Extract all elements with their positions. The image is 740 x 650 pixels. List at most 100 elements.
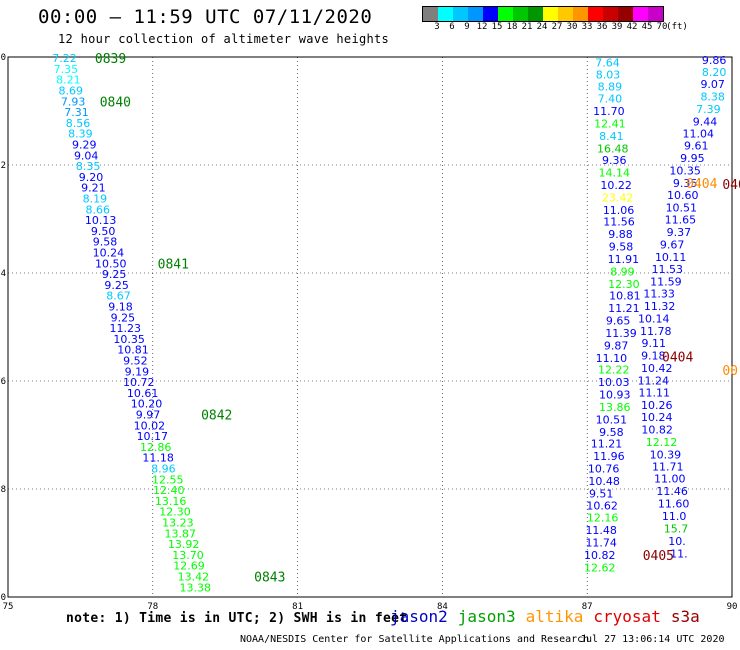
wave-height-point: 9.21 [81, 182, 106, 195]
wave-height-point: 9.87 [604, 339, 629, 352]
grid-layer [8, 57, 732, 597]
wave-height-point: 10.60 [667, 189, 699, 202]
wave-height-point: 10.61 [127, 387, 159, 400]
wave-height-point: 10.51 [596, 413, 628, 426]
wave-height-point: 10.76 [588, 462, 620, 475]
data-points-layer: 7.227.358.218.697.937.318.568.399.299.04… [52, 52, 726, 594]
y-tick-label: 0 [1, 53, 6, 63]
x-tick-label: 81 [292, 602, 303, 612]
wave-height-point: 9.86 [702, 54, 727, 67]
wave-height-point: 10.26 [641, 399, 673, 412]
color-scale-label: 3 [434, 22, 440, 32]
wave-height-point: 13.87 [165, 527, 197, 540]
wave-height-point: 8.96 [151, 462, 176, 475]
wave-height-point: 11.56 [603, 216, 635, 229]
color-swatch [498, 7, 513, 21]
wave-height-point: 11.24 [638, 374, 670, 387]
wave-height-point: 11.21 [608, 302, 640, 315]
wave-height-point: 13.70 [172, 549, 204, 562]
color-swatch [513, 7, 528, 21]
wave-height-point: 9.20 [79, 171, 104, 184]
color-scale-label: 42 [626, 22, 638, 32]
wave-height-point: 9.36 [602, 154, 627, 167]
legend-item-s3a: s3a [670, 607, 700, 626]
pass-labels-layer: 0839 0840 0841 0842 0843 0404 0404 0405 040 00 [95, 52, 740, 585]
wave-height-point: 15.7 [664, 522, 689, 535]
wave-height-point: 9.58 [599, 426, 624, 439]
wave-height-point: 7.39 [696, 103, 721, 116]
x-tick-label: 87 [582, 602, 593, 612]
wave-height-point: 11.59 [650, 276, 682, 289]
color-scale-label: 27 [551, 22, 563, 32]
wave-height-point: 8.67 [106, 290, 131, 303]
wave-height-point: 12.30 [159, 506, 191, 519]
wave-height-point: 12.86 [140, 441, 172, 454]
wave-height-point: 9.18 [108, 300, 133, 313]
x-tick-label: 78 [147, 602, 158, 612]
wave-height-point: 11.53 [652, 263, 684, 276]
wave-height-point: 13.38 [180, 581, 212, 594]
wave-height-point: 9.35 [673, 177, 698, 190]
wave-height-point: 11.91 [608, 253, 640, 266]
wave-height-point: 11.06 [603, 204, 635, 217]
color-swatch [528, 7, 543, 21]
legend-item-altika: altika [525, 607, 584, 626]
chart-title: 00:00 – 11:59 UTC 07/11/2020 [38, 6, 373, 28]
wave-height-point: 9.67 [660, 238, 685, 251]
footer-timestamp: Jul 27 13:06:14 UTC 2020 [580, 634, 725, 645]
pass-time-label: 0841 [158, 257, 189, 272]
wave-height-point: 11.33 [643, 288, 675, 301]
wave-height-point: 10.35 [669, 164, 701, 177]
wave-height-point: 8.56 [66, 117, 91, 130]
wave-height-point: 12.22 [598, 364, 630, 377]
color-swatch [648, 7, 663, 21]
wave-height-point: 9.25 [104, 279, 129, 292]
color-scale-label: 15 [491, 22, 503, 32]
color-scale-label: 9 [464, 22, 470, 32]
legend-item-jason3: jason3 [457, 607, 516, 626]
color-scale-label: 39 [611, 22, 623, 32]
wave-height-point: 10.82 [584, 549, 616, 562]
wave-height-point: 7.35 [54, 63, 79, 76]
wave-height-point: 11. [670, 547, 688, 560]
wave-height-point: 9.50 [91, 225, 116, 238]
pass-time-label: 0842 [201, 408, 232, 423]
color-swatch [483, 7, 498, 21]
wave-height-point: 9.25 [111, 311, 136, 324]
wave-height-point: 10.93 [599, 389, 631, 402]
wave-height-point: 7.22 [52, 52, 77, 65]
color-swatch [468, 7, 483, 21]
wave-height-point: 11.74 [585, 536, 617, 549]
wave-height-point: 13.42 [178, 570, 210, 583]
wave-height-point: 8.66 [86, 203, 111, 216]
wave-height-point: 7.40 [598, 93, 623, 106]
color-swatch [423, 7, 438, 21]
wave-height-point: 13.92 [168, 538, 200, 551]
wave-height-point: 10.35 [113, 333, 145, 346]
wave-height-point: 8.89 [598, 81, 623, 94]
wave-height-point: 8.99 [610, 265, 635, 278]
wave-height-point: 11.32 [644, 300, 676, 313]
wave-height-point: 9.19 [125, 365, 150, 378]
wave-height-point: 9.37 [667, 226, 692, 239]
wave-height-point: 11.60 [658, 498, 690, 511]
color-swatch [633, 7, 648, 21]
color-swatch [603, 7, 618, 21]
legend-item-cryosat: cryosat [593, 607, 661, 626]
wave-height-point: 10.14 [638, 312, 670, 325]
wave-height-point: 11.11 [639, 386, 671, 399]
color-scale-label: 12 [476, 22, 488, 32]
wave-height-point: 7.31 [64, 106, 89, 119]
pass-time-label: 0405 [643, 549, 674, 564]
wave-height-point: 8.41 [599, 130, 624, 143]
wave-height-point: 9.61 [684, 140, 709, 153]
wave-height-point: 8.20 [702, 66, 727, 79]
wave-height-point: 12.30 [608, 278, 640, 291]
wave-height-point: 10.17 [137, 430, 169, 443]
wave-height-point: 10.81 [117, 344, 149, 357]
wave-height-point: 10.42 [641, 362, 673, 375]
wave-height-point: 11.21 [591, 438, 623, 451]
wave-height-point: 9.65 [606, 315, 631, 328]
color-scale-label: 33 [581, 22, 593, 32]
pass-time-label: 0843 [254, 570, 285, 585]
